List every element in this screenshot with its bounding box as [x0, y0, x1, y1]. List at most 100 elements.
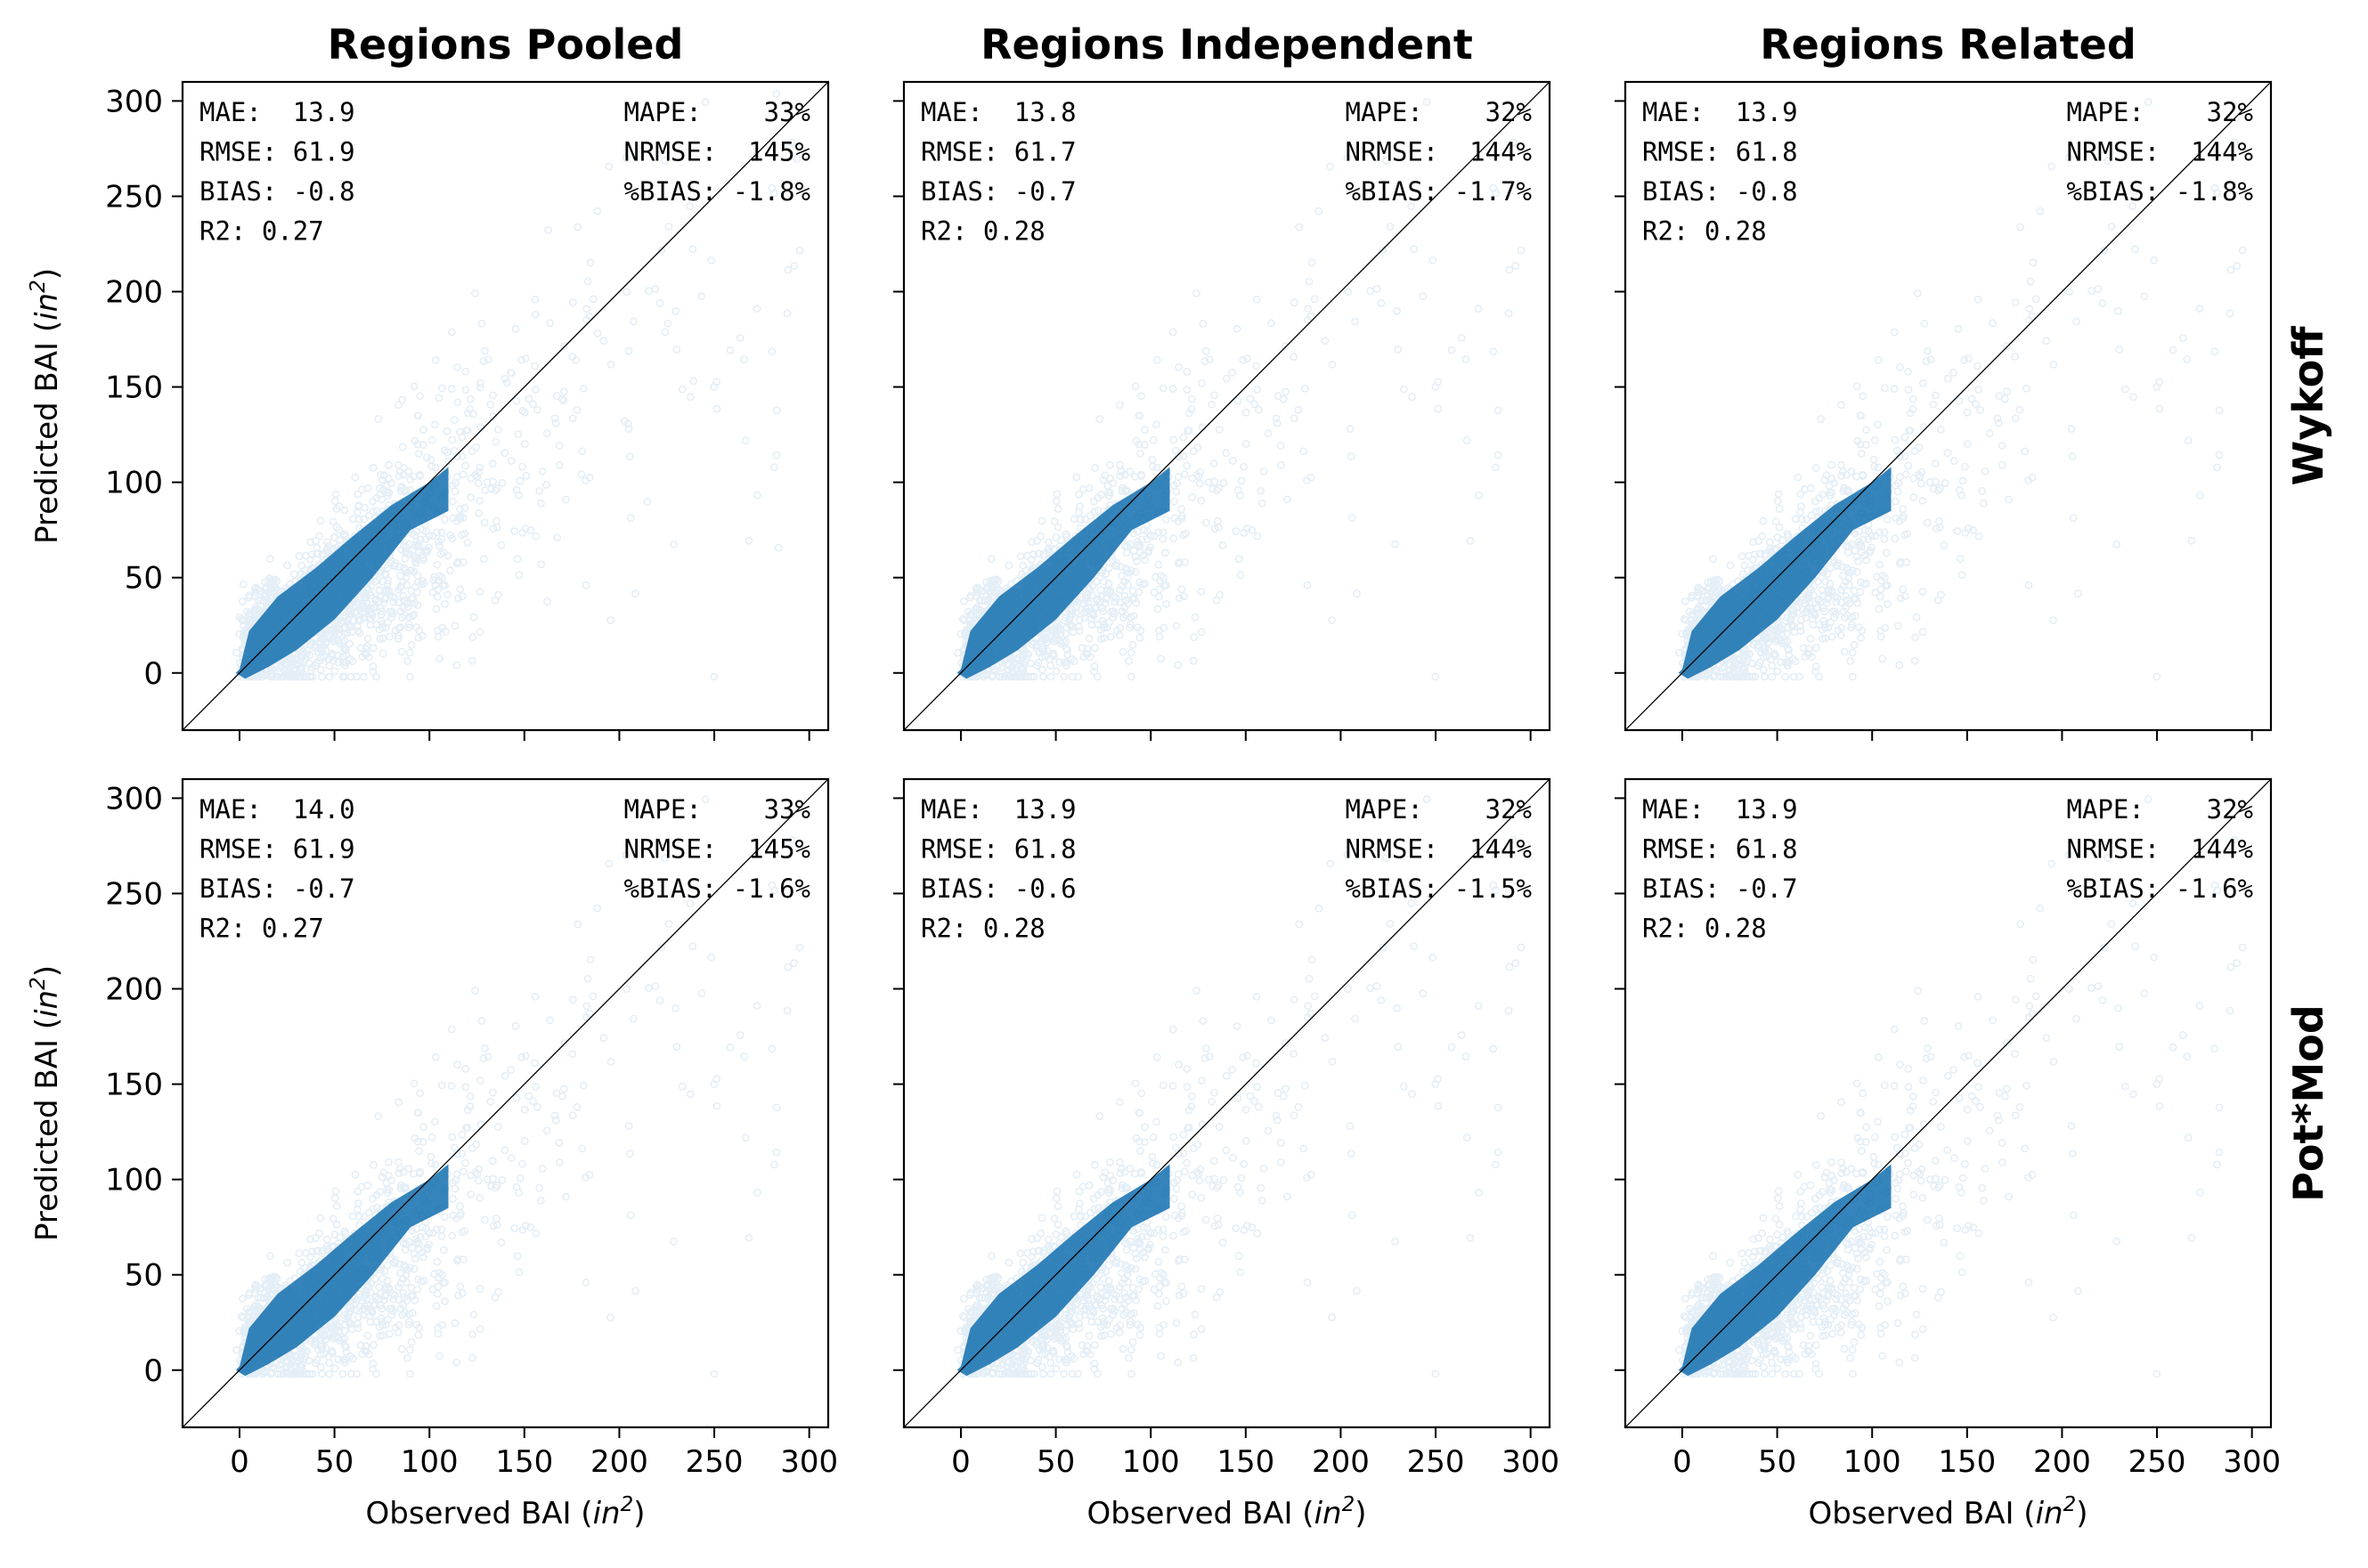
dense-point-cloud	[235, 467, 449, 679]
sparse-points	[1675, 98, 2247, 681]
metric-right: %BIAS: -1.5%	[1345, 873, 1532, 904]
x-axis-label: Observed BAI (in2)	[366, 1493, 646, 1531]
sparse-points	[954, 98, 1526, 681]
sparse-points	[232, 90, 804, 681]
x-tick-label: 0	[1672, 1444, 1692, 1480]
metric-left: RMSE: 61.8	[1642, 137, 1798, 167]
metric-left: R2: 0.28	[1642, 914, 1767, 944]
panel: MAE: 13.9 RMSE: 61.8 BIAS: -0.8 R2: 0.28 MAP…	[1615, 80, 2273, 741]
row-label: Pot*Mod	[2284, 1004, 2332, 1202]
scatter-points	[1625, 779, 2271, 1427]
metric-left: BIAS: -0.7	[1642, 873, 1798, 904]
identity-line	[1625, 779, 2271, 1427]
metric-right: NRMSE: 145%	[623, 834, 810, 865]
y-axis-label: Predicted BAI (in2)	[27, 268, 65, 544]
metric-right: MAPE: 33%	[623, 97, 810, 127]
panel: 0 50 100 150 200 250 300 MAE: 13.9 RMSE: 61.8 BIA…	[893, 777, 1559, 1531]
scatter-points	[904, 779, 1550, 1427]
x-tick-label: 50	[315, 1444, 354, 1480]
metric-right: NRMSE: 144%	[2066, 137, 2253, 167]
x-tick-label: 100	[1843, 1444, 1901, 1480]
x-tick-label: 0	[230, 1444, 249, 1480]
y-tick-label: 250	[105, 179, 163, 215]
column-title: Regions Independent	[981, 20, 1473, 69]
column-title: Regions Pooled	[328, 20, 684, 69]
x-tick-label: 250	[686, 1444, 744, 1480]
metric-right: MAPE: 32%	[1345, 794, 1532, 825]
x-tick-label: 0	[951, 1444, 971, 1480]
y-tick-label: 300	[105, 84, 163, 119]
identity-line	[904, 779, 1550, 1427]
metric-left: MAE: 14.0	[199, 794, 355, 825]
x-tick-label: 300	[780, 1444, 838, 1480]
metric-left: MAE: 13.9	[199, 97, 355, 127]
panel: 0 50 100 150 200 250 300 MAE: 13.9 RMSE: 61.8 BIA…	[1615, 777, 2281, 1531]
metric-right: NRMSE: 144%	[2066, 834, 2253, 865]
y-tick-label: 0	[143, 656, 163, 692]
dense-point-cloud	[956, 1164, 1170, 1377]
metric-left: RMSE: 61.7	[921, 137, 1077, 167]
dense-point-cloud	[235, 1164, 449, 1377]
metric-left: BIAS: -0.6	[921, 873, 1077, 904]
plot-frame	[1623, 777, 2273, 1429]
plot-frame	[902, 80, 1551, 732]
sparse-points	[232, 795, 804, 1378]
metric-right: MAPE: 33%	[623, 794, 810, 825]
y-tick-label: 200	[105, 972, 163, 1008]
metric-left: RMSE: 61.9	[199, 834, 355, 865]
metric-left: R2: 0.28	[1642, 216, 1767, 247]
y-tick-label: 250	[105, 876, 163, 912]
plot-frame	[181, 80, 830, 732]
plot-frame	[181, 777, 830, 1429]
scatter-points	[183, 82, 828, 730]
metric-left: R2: 0.28	[921, 914, 1046, 944]
dense-point-cloud	[956, 467, 1170, 679]
y-tick-label: 50	[125, 561, 163, 597]
metric-right: NRMSE: 145%	[623, 137, 810, 167]
metric-left: R2: 0.27	[199, 216, 324, 247]
metric-left: RMSE: 61.9	[199, 137, 355, 167]
plot-frame	[902, 777, 1551, 1429]
x-tick-label: 250	[2128, 1444, 2186, 1480]
metric-right: NRMSE: 144%	[1345, 137, 1532, 167]
column-title: Regions Related	[1760, 20, 2136, 69]
x-tick-label: 200	[2033, 1444, 2091, 1480]
metric-right: MAPE: 32%	[1345, 97, 1532, 127]
metric-left: BIAS: -0.7	[921, 176, 1077, 207]
y-axis-label: Predicted BAI (in2)	[27, 965, 65, 1241]
y-tick-label: 100	[105, 1163, 163, 1198]
x-tick-label: 100	[1122, 1444, 1180, 1480]
metric-left: RMSE: 61.8	[1642, 834, 1798, 865]
sparse-points	[954, 795, 1526, 1378]
metric-left: MAE: 13.9	[1642, 794, 1798, 825]
metric-right: %BIAS: -1.6%	[2066, 873, 2253, 904]
identity-line	[183, 779, 828, 1427]
x-tick-label: 300	[1501, 1444, 1559, 1480]
metric-left: MAE: 13.9	[1642, 97, 1798, 127]
plot-frame	[1623, 80, 2273, 732]
y-tick-label: 100	[105, 466, 163, 501]
x-tick-label: 50	[1758, 1444, 1796, 1480]
identity-line	[183, 82, 828, 730]
x-tick-label: 150	[1938, 1444, 1996, 1480]
metric-right: NRMSE: 144%	[1345, 834, 1532, 865]
identity-line	[904, 82, 1550, 730]
y-tick-label: 0	[143, 1353, 163, 1389]
metric-right: %BIAS: -1.6%	[623, 873, 810, 904]
y-tick-label: 50	[125, 1258, 163, 1294]
dense-point-cloud	[1678, 467, 1892, 679]
y-tick-label: 300	[105, 781, 163, 816]
x-axis-label: Observed BAI (in2)	[1087, 1493, 1367, 1531]
metric-left: MAE: 13.9	[921, 794, 1077, 825]
identity-line	[1625, 82, 2271, 730]
x-tick-label: 200	[590, 1444, 648, 1480]
metric-left: R2: 0.28	[921, 216, 1046, 247]
y-tick-label: 200	[105, 275, 163, 311]
metric-left: BIAS: -0.8	[199, 176, 355, 207]
x-tick-label: 150	[495, 1444, 553, 1480]
x-tick-label: 50	[1037, 1444, 1075, 1480]
x-axis-label: Observed BAI (in2)	[1809, 1493, 2088, 1531]
metric-left: RMSE: 61.8	[921, 834, 1077, 865]
row-label: Wykoff	[2284, 326, 2332, 486]
